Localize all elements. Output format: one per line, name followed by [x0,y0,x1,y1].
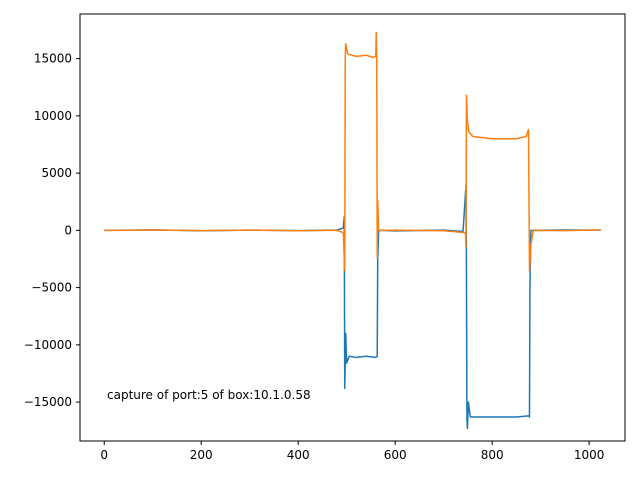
x-tick-label: 0 [100,448,108,462]
x-tick-label: 400 [287,448,310,462]
y-tick-label: −10000 [24,338,72,352]
y-tick-label: 5000 [41,166,72,180]
x-tick-label: 800 [481,448,504,462]
x-tick-label: 600 [384,448,407,462]
y-axis: −15000 −10000 −5000 0 5000 10000 15000 [24,52,80,409]
chart-annotation: capture of port:5 of box:10.1.0.58 [107,388,311,402]
plot-lines [104,31,601,430]
series-line-2 [104,31,601,273]
x-axis: 0 200 400 600 800 1000 [100,441,604,462]
y-tick-label: −15000 [24,395,72,409]
y-tick-label: 0 [64,223,72,237]
plot-frame [79,13,626,442]
x-tick-label: 1000 [574,448,605,462]
y-tick-label: 10000 [34,109,72,123]
y-tick-label: −5000 [31,281,72,295]
x-tick-label: 200 [190,448,213,462]
y-tick-label: 15000 [34,52,72,66]
